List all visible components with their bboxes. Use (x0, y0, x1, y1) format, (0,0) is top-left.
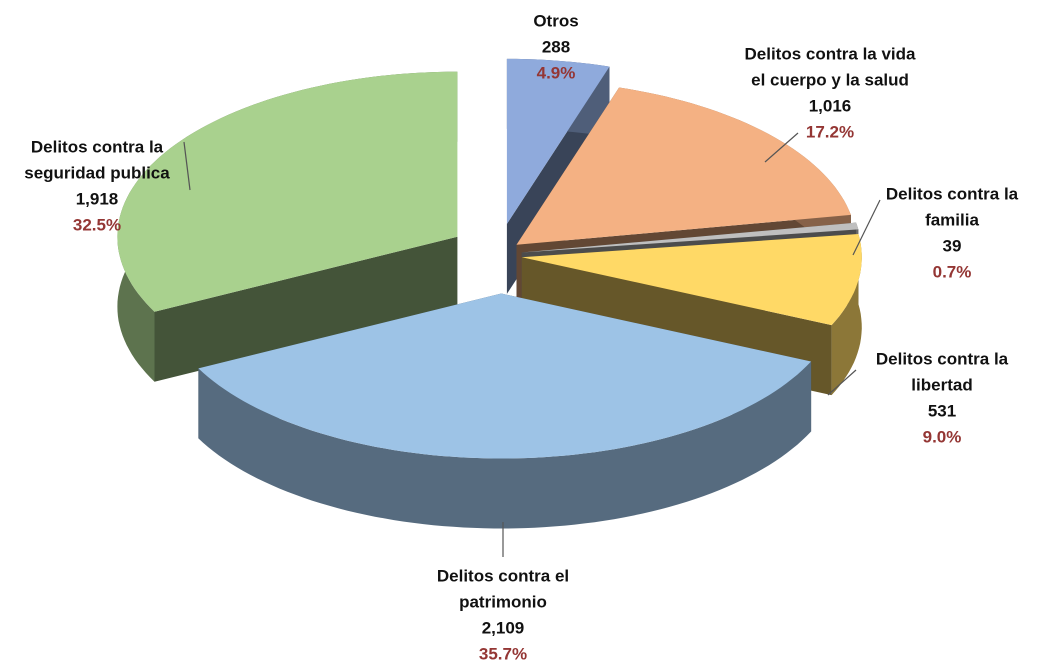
slice-top (506, 58, 610, 224)
leader-line (183, 141, 191, 191)
percent-label: 0.7% (933, 262, 972, 281)
slice-top (521, 222, 859, 253)
slice-label: Delitos contra la vida (745, 44, 917, 63)
value-label: 1,016 (809, 96, 852, 115)
percent-label: 32.5% (73, 215, 121, 234)
slice-side (831, 234, 862, 396)
slice-top (516, 87, 851, 245)
slice-label: Delitos contra la (886, 184, 1019, 203)
leader-line (827, 369, 857, 396)
value-label: 1,918 (76, 189, 119, 208)
value-label: 531 (928, 401, 956, 420)
slice-top (521, 234, 862, 326)
slice-label: Delitos contra la (876, 349, 1009, 368)
slice-label: seguridad publica (24, 163, 170, 182)
slice-side (198, 361, 812, 529)
value-label: 288 (542, 37, 570, 56)
slice-top (198, 293, 812, 459)
pie-slice (117, 71, 458, 382)
slice-wall (154, 236, 458, 382)
slice-label: Otros (533, 11, 578, 30)
slice-top (117, 71, 458, 312)
percent-label: 9.0% (923, 427, 962, 446)
slice-label: patrimonio (459, 592, 547, 611)
slice-label: el cuerpo y la salud (751, 70, 909, 89)
value-label: 2,109 (482, 618, 525, 637)
percent-label: 4.9% (537, 63, 576, 82)
slice-label: familia (925, 210, 979, 229)
pie-slice (198, 293, 812, 529)
percent-label: 17.2% (806, 122, 854, 141)
slice-label: libertad (911, 375, 972, 394)
value-label: 39 (943, 236, 962, 255)
slice-label: Delitos contra la (31, 137, 164, 156)
slice-label: Delitos contra el (437, 566, 569, 585)
leader-line (852, 199, 881, 256)
percent-label: 35.7% (479, 644, 527, 663)
leader-line (764, 132, 799, 163)
